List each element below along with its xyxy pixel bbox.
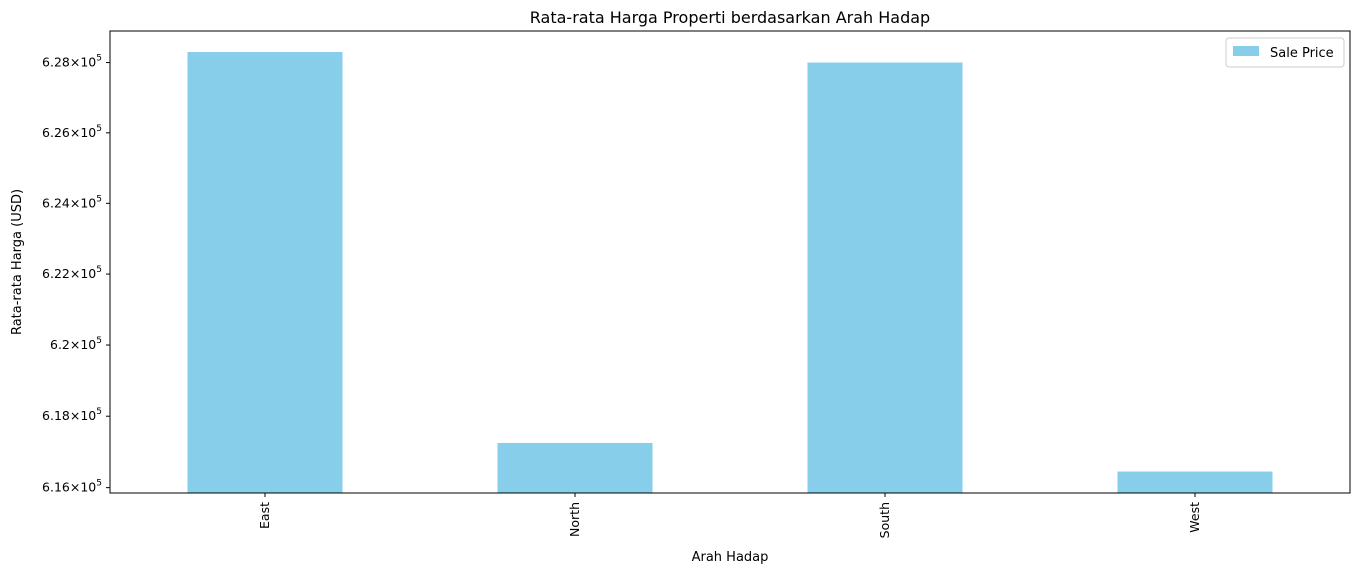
legend-label: Sale Price [1270,46,1334,61]
y-tick-label: 6.26×105 [42,124,102,140]
x-tick-label-east: East [257,502,272,529]
y-axis-ticks: 6.16×105 6.18×105 6.2×105 6.22×105 6.24×105 6… [42,54,110,495]
x-tick-label-west: West [1187,502,1202,533]
bars-group [187,52,1273,493]
x-tick-label-north: North [567,502,582,537]
plot-frame [109,30,1351,494]
chart-title: Rata-rata Harga Properti berdasarkan Ara… [530,8,930,27]
bar-north [497,442,653,493]
legend: Sale Price [1225,37,1345,68]
bar-east [187,52,343,493]
x-axis-label: Arah Hadap [692,550,769,565]
y-tick-label: 6.16×105 [42,479,102,495]
legend-swatch [1233,46,1259,56]
y-tick-label: 6.24×105 [42,194,102,210]
bar-west [1117,471,1273,493]
y-tick-label: 6.28×105 [42,54,102,70]
y-tick-label: 6.2×105 [50,336,102,352]
y-tick-label: 6.18×105 [42,407,102,423]
y-axis-label: Rata-rata Harga (USD) [10,189,25,335]
x-tick-label-south: South [877,502,892,538]
legend-box [1225,37,1345,68]
bar-south [807,62,963,493]
x-axis-ticks: East North South West [257,493,1202,538]
y-tick-label: 6.22×105 [42,265,102,281]
